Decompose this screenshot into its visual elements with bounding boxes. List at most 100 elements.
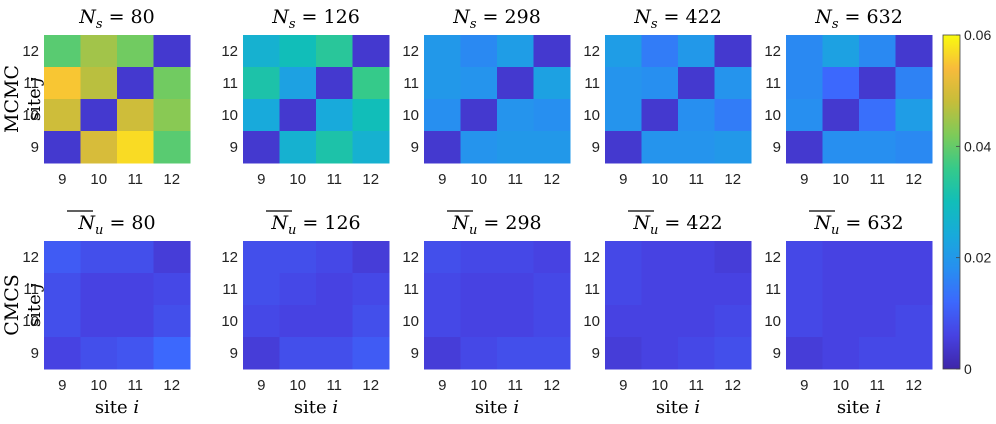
heatmap-cell: [117, 241, 154, 274]
heatmap-cell: [153, 99, 191, 132]
heatmap-cell: [497, 305, 534, 338]
heatmap-cell: [153, 35, 191, 68]
heatmap-cell: [243, 35, 280, 68]
x-tick-label: 12: [543, 171, 560, 188]
y-tick-label: 11: [23, 75, 39, 92]
heatmap-cell: [859, 337, 896, 370]
heatmap-cell: [316, 337, 353, 370]
x-axis-label: site i: [95, 397, 139, 418]
panel-title: Ns = 126: [271, 6, 360, 32]
panel-title: Nu = 126: [270, 212, 360, 238]
heatmap-cell: [44, 305, 81, 338]
y-tick-label: 9: [592, 345, 600, 362]
heatmap-cell: [714, 241, 752, 274]
heatmap-cell: [279, 241, 317, 274]
heatmap-cell: [80, 99, 118, 132]
heatmap-cell: [786, 273, 823, 306]
heatmap-cell: [316, 241, 353, 274]
heatmap-cell: [641, 241, 679, 274]
heatmap-cell: [80, 305, 118, 338]
x-tick-label: 11: [688, 377, 704, 394]
heatmap-cell: [895, 337, 933, 370]
y-tick-label: 11: [403, 75, 419, 92]
heatmap-cell: [678, 67, 715, 100]
heatmap-cell: [460, 241, 498, 274]
panel-title: Nu = 80: [77, 212, 155, 238]
heatmap-cell: [822, 273, 860, 306]
x-tick-label: 11: [326, 171, 342, 188]
heatmap-cell: [822, 35, 860, 68]
heatmap-cell: [895, 241, 933, 274]
heatmap-cell: [822, 337, 860, 370]
y-tick-label: 10: [583, 313, 600, 330]
heatmap-cell: [895, 273, 933, 306]
y-tick-label: 10: [764, 107, 781, 124]
heatmap-cell: [117, 131, 154, 164]
heatmap-cell: [605, 131, 642, 164]
heatmap-cell: [316, 273, 353, 306]
panel-title: Nu = 422: [632, 212, 722, 238]
heatmap-cell: [786, 305, 823, 338]
heatmap-cell: [641, 35, 679, 68]
heatmap-cell: [678, 131, 715, 164]
heatmap-cell: [80, 35, 118, 68]
x-tick-label: 11: [127, 171, 143, 188]
x-tick-label: 11: [326, 377, 342, 394]
x-axis-label: site i: [294, 397, 338, 418]
heatmap-cell: [460, 305, 498, 338]
heatmap-cell: [424, 305, 461, 338]
heatmap-cell: [352, 99, 390, 132]
heatmap-cell: [153, 337, 191, 370]
colorbar: 0 0.02 0.04 0.06: [942, 27, 991, 377]
heatmap-cell: [44, 337, 81, 370]
heatmap-cell: [678, 99, 715, 132]
heatmap-cell: [424, 337, 461, 370]
heatmap-cell: [117, 273, 154, 306]
heatmap-cell: [895, 67, 933, 100]
y-tick-label: 12: [764, 249, 781, 266]
panel-title: Ns = 298: [452, 6, 541, 32]
colorbar-tick-label: 0: [964, 361, 972, 377]
heatmap-cell: [605, 99, 642, 132]
heatmap-cell: [424, 131, 461, 164]
heatmap-cell: [895, 99, 933, 132]
heatmap-cell: [497, 337, 534, 370]
panel-title: Nu = 298: [451, 212, 541, 238]
heatmap-cell: [533, 241, 571, 274]
y-tick-label: 9: [31, 345, 39, 362]
heatmap-cell: [678, 35, 715, 68]
x-tick-label: 10: [90, 171, 107, 188]
heatmap-cell: [822, 67, 860, 100]
heatmap-cell: [424, 99, 461, 132]
heatmap-cell: [44, 99, 81, 132]
y-tick-label: 12: [402, 43, 419, 60]
x-tick-label: 9: [800, 171, 808, 188]
y-tick-label: 9: [31, 139, 39, 156]
heatmap-cell: [316, 99, 353, 132]
heatmap-cell: [859, 241, 896, 274]
heatmap-cell: [460, 337, 498, 370]
heatmap-cell: [533, 337, 571, 370]
heatmap-cell: [243, 337, 280, 370]
x-tick-label: 12: [724, 377, 741, 394]
heatmap-cell: [605, 305, 642, 338]
x-tick-label: 9: [58, 171, 66, 188]
heatmap-cell: [822, 241, 860, 274]
heatmap-cell: [859, 131, 896, 164]
y-tick-label: 11: [23, 281, 39, 298]
x-tick-label: 10: [90, 377, 107, 394]
x-axis-label: site i: [475, 397, 519, 418]
y-tick-label: 11: [222, 281, 238, 298]
heatmap-cell: [80, 241, 118, 274]
x-tick-label: 10: [289, 377, 306, 394]
y-tick-label: 10: [402, 313, 419, 330]
heatmap-cell: [352, 305, 390, 338]
panel-title: Ns = 422: [633, 6, 722, 32]
heatmap-cell: [460, 131, 498, 164]
x-tick-label: 9: [257, 171, 265, 188]
heatmap-cell: [316, 67, 353, 100]
heatmap-cell: [352, 241, 390, 274]
heatmap-cell: [279, 131, 317, 164]
heatmap-cell: [714, 131, 752, 164]
